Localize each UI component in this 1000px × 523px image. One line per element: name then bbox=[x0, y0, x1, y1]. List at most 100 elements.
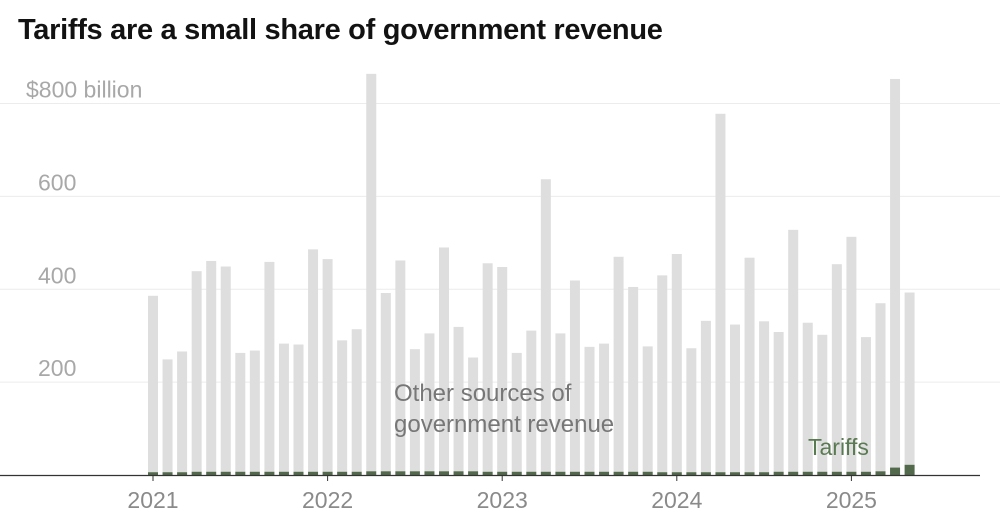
bar-other-2021-05 bbox=[206, 260, 217, 472]
bar-tariff-2021-01 bbox=[148, 472, 158, 475]
bar-other-2022-07 bbox=[409, 349, 420, 472]
bar-other-2021-04 bbox=[191, 271, 202, 472]
bar-other-2025-05 bbox=[904, 292, 915, 465]
bar-tariff-2021-09 bbox=[264, 471, 275, 475]
bar-tariff-2025-03 bbox=[875, 471, 886, 475]
bar-tariff-2022-02 bbox=[337, 471, 348, 475]
other-revenue-annotation-line1: Other sources of bbox=[394, 380, 572, 407]
bar-other-2024-09 bbox=[788, 229, 799, 472]
bar-other-2021-03 bbox=[177, 351, 188, 473]
bar-tariff-2022-03 bbox=[351, 471, 362, 475]
bar-other-2024-12 bbox=[831, 264, 842, 472]
bar-tariff-2023-09 bbox=[613, 471, 624, 475]
bar-other-2023-06 bbox=[569, 280, 580, 472]
bar-other-2021-02 bbox=[162, 359, 173, 473]
x-tick-label: 2022 bbox=[302, 487, 353, 513]
bar-tariff-2022-10 bbox=[453, 471, 464, 475]
bar-tariff-2021-06 bbox=[220, 471, 231, 475]
bar-tariff-2021-02 bbox=[162, 472, 173, 475]
y-axis-tick-labels: 200 400 600 $800 billion bbox=[26, 77, 142, 382]
bar-other-2021-01 bbox=[148, 295, 158, 473]
x-tick-label: 2021 bbox=[127, 487, 178, 513]
bar-tariff-2024-01 bbox=[671, 472, 682, 475]
bar-tariff-2023-11 bbox=[642, 471, 653, 475]
bar-other-2021-12 bbox=[308, 249, 319, 472]
bar-other-2024-07 bbox=[759, 321, 770, 473]
bar-other-2022-04 bbox=[366, 73, 377, 472]
bar-tariff-2024-09 bbox=[788, 471, 799, 475]
bar-tariff-2024-07 bbox=[759, 472, 770, 475]
bar-tariff-2021-05 bbox=[206, 471, 217, 475]
bar-other-2024-10 bbox=[802, 322, 813, 472]
other-revenue-bars bbox=[148, 73, 915, 473]
bar-other-2021-06 bbox=[220, 266, 231, 472]
bar-other-2022-08 bbox=[424, 333, 435, 472]
bar-other-2022-10 bbox=[453, 326, 464, 472]
bar-tariff-2024-10 bbox=[802, 471, 813, 475]
bar-tariff-2021-11 bbox=[293, 471, 304, 475]
bar-tariff-2023-06 bbox=[569, 471, 580, 475]
x-tick-label: 2023 bbox=[477, 487, 528, 513]
bar-other-2023-11 bbox=[642, 346, 653, 472]
bar-tariff-2024-08 bbox=[773, 471, 784, 475]
x-axis-tick-labels: 2021 2022 2023 2024 2025 bbox=[127, 475, 877, 513]
bar-tariff-2024-05 bbox=[730, 472, 740, 475]
bar-other-2024-03 bbox=[700, 320, 711, 473]
bar-tariff-2023-10 bbox=[628, 471, 639, 475]
bar-tariff-2024-04 bbox=[715, 472, 726, 475]
bar-other-2023-09 bbox=[613, 256, 624, 472]
bar-other-2025-02 bbox=[860, 337, 871, 472]
bar-other-2021-08 bbox=[249, 350, 260, 472]
bar-tariff-2022-12 bbox=[482, 471, 493, 475]
bar-tariff-2023-07 bbox=[584, 471, 595, 475]
chart-title: Tariffs are a small share of government … bbox=[18, 14, 663, 46]
bar-other-2021-11 bbox=[293, 344, 304, 472]
bar-other-2022-12 bbox=[482, 263, 493, 472]
bar-tariff-2022-06 bbox=[395, 471, 406, 475]
bar-tariff-2021-07 bbox=[235, 471, 246, 475]
bar-tariff-2021-03 bbox=[177, 472, 188, 475]
bar-tariff-2023-12 bbox=[657, 472, 668, 475]
bar-other-2024-08 bbox=[773, 331, 784, 472]
y-tick-label: 200 bbox=[38, 355, 76, 381]
bar-other-2021-09 bbox=[264, 261, 275, 472]
bar-other-2022-02 bbox=[337, 340, 348, 472]
bar-other-2024-02 bbox=[686, 348, 697, 473]
bar-tariff-2024-02 bbox=[686, 472, 697, 475]
bar-tariff-2025-02 bbox=[860, 471, 871, 475]
bar-tariff-2023-04 bbox=[540, 471, 551, 475]
bar-tariff-2025-04 bbox=[890, 467, 901, 475]
bar-other-2024-01 bbox=[671, 253, 682, 473]
bar-other-2023-12 bbox=[657, 275, 668, 473]
x-tick-label: 2025 bbox=[826, 487, 877, 513]
bar-other-2022-09 bbox=[439, 247, 449, 472]
bar-tariff-2025-01 bbox=[846, 471, 857, 475]
bar-tariff-2023-08 bbox=[599, 471, 610, 475]
bar-other-2023-05 bbox=[555, 333, 566, 472]
bar-tariff-2021-12 bbox=[308, 471, 319, 475]
bar-tariff-2023-02 bbox=[511, 471, 522, 475]
bar-other-2023-03 bbox=[526, 330, 537, 472]
bar-tariff-2021-08 bbox=[249, 471, 260, 475]
bar-tariff-2024-12 bbox=[831, 471, 842, 475]
bar-tariff-2022-05 bbox=[380, 471, 391, 475]
x-tick-label: 2024 bbox=[651, 487, 702, 513]
bar-other-2022-03 bbox=[351, 329, 362, 472]
bar-tariff-2023-03 bbox=[526, 471, 537, 475]
bar-tariff-2022-08 bbox=[424, 471, 435, 475]
bar-other-2023-04 bbox=[540, 179, 551, 472]
bar-tariff-2023-05 bbox=[555, 471, 566, 475]
bar-other-2023-02 bbox=[511, 352, 522, 472]
bar-other-2023-10 bbox=[628, 286, 639, 472]
tariff-bars bbox=[148, 464, 915, 475]
bar-other-2025-04 bbox=[890, 78, 901, 468]
bar-tariff-2021-04 bbox=[191, 471, 202, 475]
bar-tariff-2022-01 bbox=[322, 471, 333, 475]
bar-tariff-2024-11 bbox=[817, 471, 828, 475]
bar-other-2025-03 bbox=[875, 303, 886, 472]
bar-tariff-2024-03 bbox=[700, 472, 711, 475]
bar-other-2021-07 bbox=[235, 352, 246, 472]
bar-other-2025-01 bbox=[846, 236, 857, 472]
bar-tariff-2022-07 bbox=[409, 471, 420, 475]
